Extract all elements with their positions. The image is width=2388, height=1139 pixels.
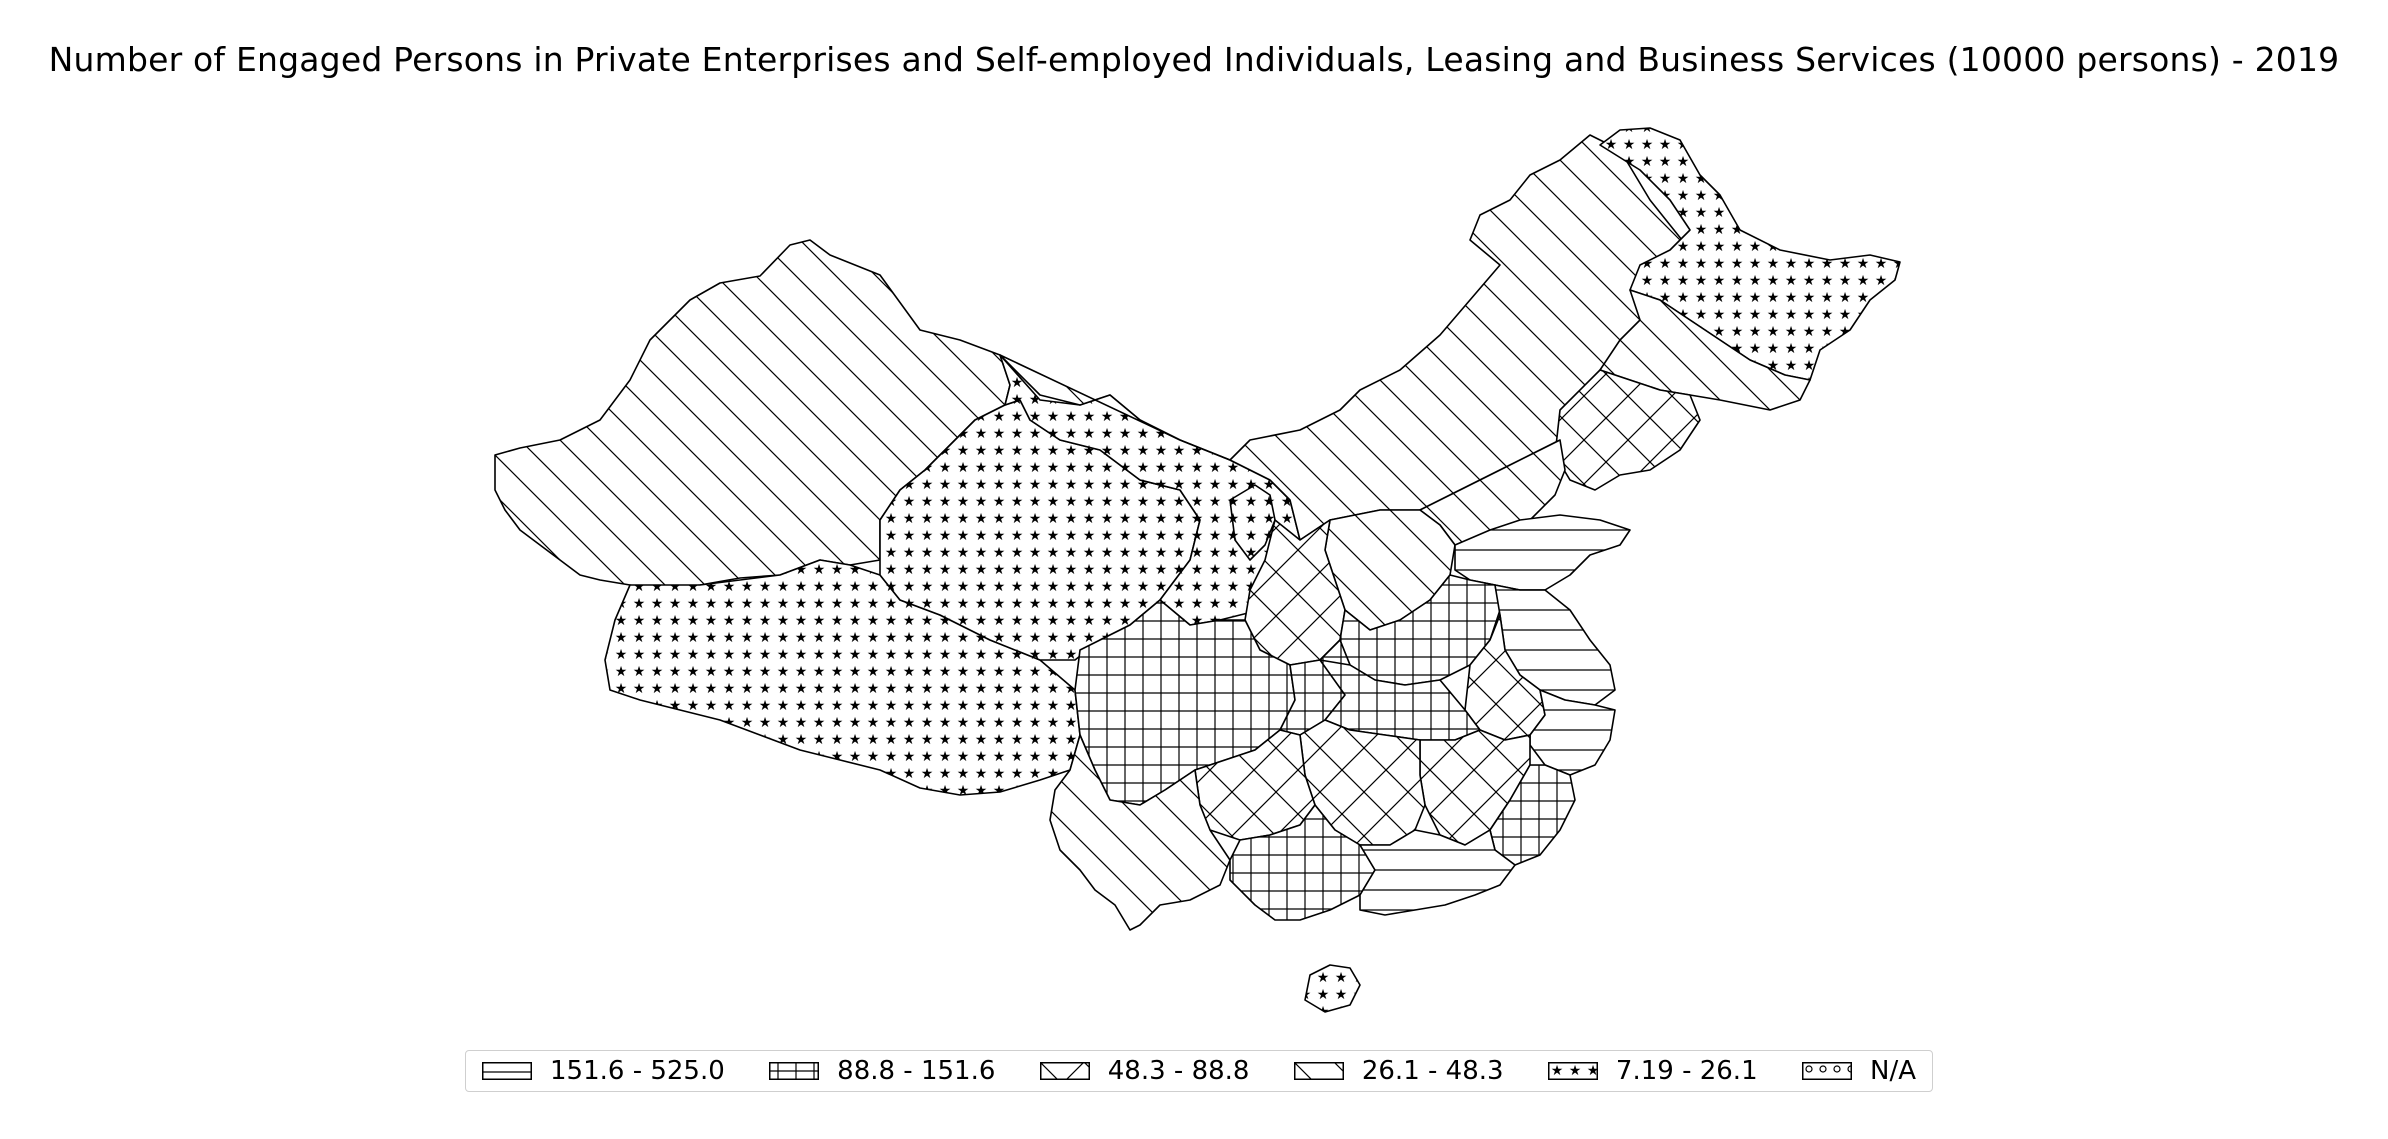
legend-item: 88.8 - 151.6 xyxy=(769,1056,995,1086)
legend-label: 48.3 - 88.8 xyxy=(1107,1056,1250,1086)
legend-swatch-hline xyxy=(482,1062,532,1080)
legend: 151.6 - 525.0 88.8 - 151.6 48.3 - 88.8 2… xyxy=(465,1050,1933,1092)
legend-swatch-dots xyxy=(1802,1062,1852,1080)
region-yunnan xyxy=(1049,734,1231,931)
region-hainan xyxy=(1304,964,1361,1013)
legend-swatch-grid xyxy=(769,1062,820,1080)
region-zhejiang xyxy=(1529,689,1616,776)
legend-label: 7.19 - 26.1 xyxy=(1615,1056,1758,1086)
legend-swatch-star xyxy=(1547,1062,1598,1080)
region-heilongjiang xyxy=(1599,127,1901,381)
region-ningxia xyxy=(1229,484,1276,561)
region-guangdong xyxy=(1359,829,1516,916)
legend-item: 48.3 - 88.8 xyxy=(1039,1056,1250,1086)
legend-item: 151.6 - 525.0 xyxy=(482,1056,725,1086)
legend-label: 88.8 - 151.6 xyxy=(837,1056,996,1086)
region-fujian xyxy=(1489,764,1576,866)
region-jilin xyxy=(1599,289,1811,411)
legend-label: N/A xyxy=(1870,1056,1916,1086)
region-tibet xyxy=(604,559,1081,796)
legend-swatch-diag xyxy=(1293,1062,1344,1080)
legend-item: 26.1 - 48.3 xyxy=(1293,1056,1504,1086)
legend-item: N/A xyxy=(1802,1056,1916,1086)
legend-item: 7.19 - 26.1 xyxy=(1547,1056,1758,1086)
legend-swatch-cross xyxy=(1039,1062,1090,1080)
region-liaoning xyxy=(1554,369,1701,491)
legend-label: 26.1 - 48.3 xyxy=(1361,1056,1504,1086)
legend-label: 151.6 - 525.0 xyxy=(550,1056,725,1086)
map-title: Number of Engaged Persons in Private Ent… xyxy=(48,40,2340,79)
